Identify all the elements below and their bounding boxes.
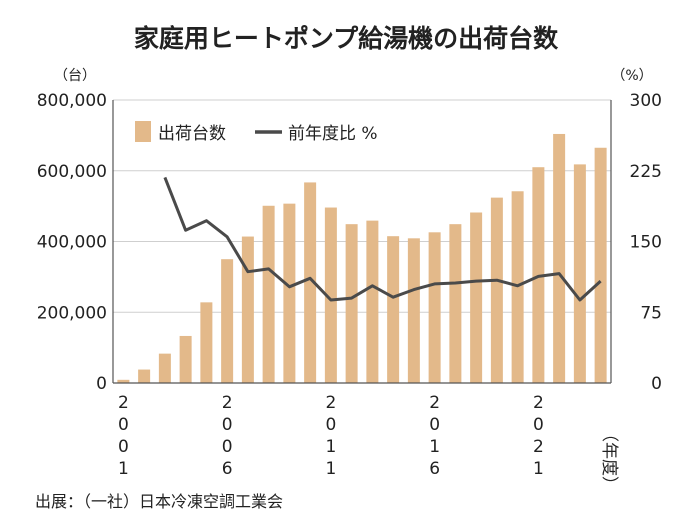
- left-tick-label: 200,000: [37, 303, 107, 323]
- bar: [241, 236, 254, 383]
- left-tick-label: 400,000: [37, 233, 107, 253]
- bar: [200, 302, 213, 383]
- bar: [573, 164, 586, 383]
- bar: [553, 133, 566, 383]
- bar: [283, 203, 296, 383]
- x-axis-unit: （年度）: [599, 425, 619, 493]
- bar: [407, 238, 420, 383]
- legend-label-bar: 出荷台数: [158, 124, 226, 144]
- left-tick-label: 800,000: [37, 91, 107, 111]
- bar: [490, 197, 503, 383]
- bar: [324, 207, 337, 383]
- right-tick-label: 75: [640, 303, 662, 323]
- legend-swatch-bar: [135, 121, 151, 142]
- left-tick-label: 600,000: [37, 162, 107, 182]
- right-tick-label: 300: [630, 91, 662, 111]
- bar: [387, 236, 400, 383]
- bar: [304, 182, 317, 383]
- x-axis-unit-label: （年度）: [599, 425, 619, 493]
- bar: [449, 224, 462, 383]
- right-tick-label: 0: [651, 374, 662, 394]
- chart-title: 家庭用ヒートポンプ給湯機の出荷台数: [134, 24, 559, 53]
- right-tick-label: 225: [630, 162, 662, 182]
- legend-label-line: 前年度比 %: [288, 124, 378, 144]
- bar: [262, 205, 275, 383]
- right-tick-label: 150: [630, 233, 662, 253]
- line-series: [163, 176, 602, 302]
- source-note: 出展：（一社）日本冷凍空調工業会: [35, 492, 283, 511]
- gridlines: [113, 99, 611, 313]
- bar: [345, 224, 358, 383]
- bar: [366, 220, 379, 383]
- bar: [470, 212, 483, 383]
- bar: [594, 147, 607, 383]
- bar: [179, 335, 192, 383]
- bar: [117, 379, 130, 383]
- left-tick-label: 0: [96, 374, 107, 394]
- right-axis-unit: （%）: [611, 68, 652, 84]
- bar-series: [117, 133, 607, 383]
- bar: [158, 353, 171, 383]
- bar: [221, 259, 234, 383]
- legend: 出荷台数 前年度比 %: [135, 121, 378, 144]
- axes: 0 200,000 400,000 600,000 800,000 0 75 150 225 30…: [37, 91, 662, 479]
- left-axis-unit: （台）: [54, 68, 96, 84]
- bar: [138, 369, 151, 383]
- bar: [428, 232, 441, 383]
- yoy-line: [163, 176, 602, 302]
